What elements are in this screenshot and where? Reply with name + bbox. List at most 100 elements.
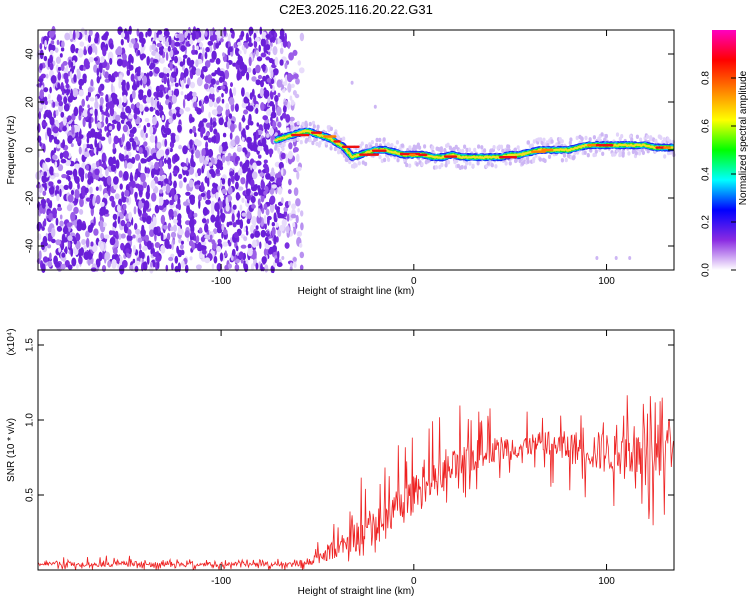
noise-cell [67,194,74,203]
noise-cell [277,92,281,98]
track-halo [584,135,588,141]
track-halo [589,148,593,153]
noise-cell [231,213,235,223]
noise-cell [277,250,280,260]
noise-cell [146,72,150,81]
noise-cell [160,245,166,254]
noise-cell [71,124,75,135]
track-halo [494,164,498,169]
noise-cell [221,98,225,104]
track-halo [446,142,450,147]
noise-cell [153,226,159,236]
noise-cell [61,40,65,48]
noise-cell [221,223,225,231]
noise-cell [133,113,138,120]
noise-cell [146,255,150,265]
noise-cell [98,251,103,262]
noise-cell [67,175,71,182]
track-halo [649,135,653,140]
noise-cell [45,157,51,163]
noise-cell [189,81,196,89]
noise-cell [235,181,239,190]
noise-cell [195,59,199,68]
track-halo [490,163,494,168]
colorbar-tick-label: 0.4 [701,167,712,181]
noise-cell [63,237,68,243]
noise-cell [78,105,83,113]
noise-cell [67,235,73,241]
noise-cell [297,60,302,66]
noise-cell [185,84,190,89]
noise-cell [256,56,263,62]
noise-cell [295,78,300,85]
noise-cell [181,260,185,269]
y-tick-label: 20 [25,96,36,108]
noise-cell [108,100,115,110]
noise-cell [57,71,62,81]
noise-cell [138,31,144,40]
noise-cell [88,132,92,139]
noise-cell [170,226,174,232]
noise-cell [245,91,250,98]
noise-cell [154,66,160,74]
noise-cell [237,41,242,47]
noise-cell [293,263,297,268]
noise-cell [73,174,78,182]
noise-cell [143,125,147,134]
noise-cell [108,186,111,197]
noise-cell [260,229,267,238]
noise-cell [50,175,55,180]
noise-cell [257,74,263,80]
noise-cell [65,77,69,85]
track-halo [476,161,480,166]
track-halo [471,163,475,168]
noise-cell [209,35,216,42]
noise-cell [174,82,179,87]
noise-cell [113,176,119,185]
noise-cell [193,101,198,109]
noise-cell [85,164,89,171]
noise-cell [265,44,271,51]
noise-cell [164,178,169,184]
noise-cell [36,258,41,264]
noise-cell [152,116,157,126]
noise-cell [161,115,165,121]
noise-cell [218,144,223,154]
noise-cell [104,125,108,132]
noise-cell [295,198,301,207]
noise-cell [38,250,42,260]
noise-cell [216,245,222,253]
noise-cell [284,242,290,249]
noise-cell [266,108,272,116]
noise-cell [120,38,124,46]
noise-cell [254,230,261,238]
noise-cell [55,109,59,117]
noise-cell [212,121,217,127]
noise-cell [140,53,146,59]
track-halo [659,135,663,140]
noise-cell [110,83,114,93]
y-tick-label: -40 [25,238,36,253]
noise-cell [259,172,265,177]
noise-cell [269,176,275,182]
noise-cell [207,148,214,158]
noise-cell [177,249,183,258]
noise-cell [223,229,228,236]
track-halo [468,161,472,166]
noise-cell [185,157,189,166]
noise-cell [171,137,176,144]
noise-cell [245,180,248,190]
noise-cell [173,218,178,224]
noise-cell [93,131,100,139]
noise-cell [47,260,53,268]
track-halo [337,150,341,155]
noise-cell [216,160,223,169]
noise-cell [70,247,74,257]
track-halo [586,153,590,158]
noise-cell [60,111,65,118]
noise-cell [252,162,257,170]
noise-cell [249,120,254,126]
noise-cell [160,214,166,225]
noise-cell [102,46,107,57]
noise-cell [41,202,46,209]
